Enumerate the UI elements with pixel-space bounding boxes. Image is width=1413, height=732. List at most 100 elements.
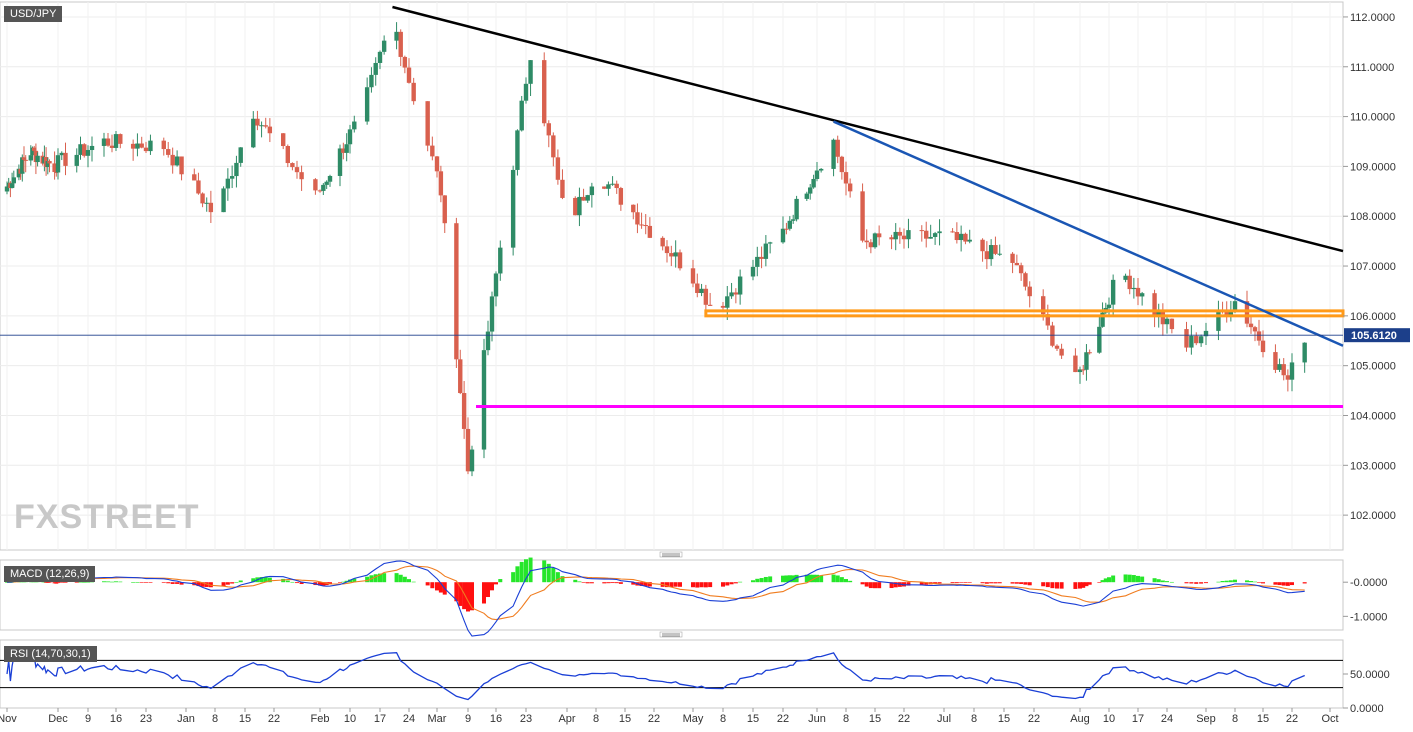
- time-tick-label: 22: [1028, 713, 1040, 725]
- price-tick-label: 110.0000: [1350, 112, 1395, 124]
- macd-bar: [602, 582, 607, 584]
- candle-body: [200, 193, 205, 204]
- price-pane[interactable]: FXSTREET 112.0000 111.0000 110.0000 109.000…: [0, 1, 1410, 551]
- candle-body: [234, 162, 239, 177]
- time-tick-label: 8: [843, 713, 849, 725]
- candle-body: [669, 253, 674, 257]
- time-tick-label: 8: [720, 713, 726, 725]
- candle-body: [1281, 364, 1286, 376]
- candle-body: [485, 331, 491, 351]
- candle-body: [573, 197, 578, 216]
- macd-bar: [466, 582, 470, 612]
- macd-bar: [295, 582, 299, 584]
- macd-bar: [808, 574, 813, 583]
- macd-bar: [338, 582, 342, 583]
- macd-bar: [1140, 576, 1145, 583]
- candle-body: [498, 247, 503, 274]
- candle-body: [1273, 352, 1278, 370]
- time-tick-label: Dec: [48, 713, 68, 725]
- macd-bar: [984, 582, 989, 584]
- macd-bar: [1224, 580, 1229, 583]
- candle-body: [1244, 301, 1250, 324]
- macd-bar: [267, 577, 272, 583]
- time-tick-label: 22: [1286, 713, 1298, 725]
- candle-body: [1289, 362, 1295, 380]
- macd-pane[interactable]: -0.0000 -1.0000: [0, 557, 1387, 637]
- macd-bar: [170, 582, 175, 584]
- macd-bar: [511, 572, 516, 583]
- candle-body: [337, 148, 343, 176]
- candle-body: [602, 186, 607, 189]
- candle-body: [997, 253, 1002, 255]
- candle-body: [290, 163, 295, 168]
- candles: [4, 22, 1307, 477]
- candle-body: [341, 148, 346, 153]
- time-tick-label: 9: [465, 713, 471, 725]
- pane-resize-handle[interactable]: [659, 551, 683, 558]
- macd-bar: [1253, 581, 1257, 583]
- macd-bar: [673, 582, 678, 587]
- macd-bar: [924, 582, 929, 585]
- candle-body: [631, 204, 636, 213]
- macd-bar: [1027, 582, 1032, 586]
- pane-resize-handle[interactable]: [659, 631, 683, 638]
- candle-body: [787, 220, 792, 229]
- macd-bar: [542, 560, 547, 583]
- candle-body: [988, 245, 994, 260]
- candle-body: [585, 195, 590, 201]
- candle-body: [263, 125, 268, 127]
- candle-body: [581, 196, 586, 201]
- candle-body: [733, 292, 739, 295]
- macd-bar: [1087, 582, 1092, 585]
- candle-body: [1010, 253, 1015, 263]
- macd-bar: [1273, 582, 1278, 585]
- macd-bar: [290, 581, 295, 583]
- macd-bar: [86, 581, 90, 583]
- macd-bar: [708, 582, 713, 588]
- candle-body: [352, 121, 357, 130]
- macd-bar: [1261, 582, 1265, 584]
- time-tick-label: 22: [898, 713, 910, 725]
- candle-body: [1302, 342, 1307, 363]
- macd-bar: [1019, 582, 1024, 585]
- macd-bar: [458, 582, 463, 606]
- macd-bar: [135, 582, 140, 583]
- candle-body: [28, 155, 33, 161]
- candle-body: [255, 118, 260, 126]
- macd-bar: [868, 582, 873, 589]
- candle-body: [1216, 310, 1221, 331]
- macd-bar: [1131, 575, 1136, 583]
- candle-body: [113, 134, 119, 148]
- price-tick-label: 103.0000: [1350, 460, 1396, 472]
- candle-body: [78, 144, 83, 155]
- macd-bar: [166, 582, 171, 584]
- macd-bar: [430, 582, 435, 589]
- candle-body: [759, 256, 764, 259]
- macd-bar: [285, 580, 290, 583]
- time-tick-label: May: [683, 713, 704, 725]
- macd-bar: [1228, 580, 1233, 583]
- macd-bar: [860, 582, 865, 585]
- macd-bar: [848, 580, 853, 583]
- macd-bar: [1100, 580, 1105, 583]
- macd-bar: [1050, 582, 1055, 589]
- candle-body: [546, 123, 551, 136]
- macd-bar: [470, 582, 474, 611]
- candle-body: [398, 31, 403, 57]
- candle-body: [1184, 329, 1189, 348]
- time-tick-label: 8: [593, 713, 599, 725]
- rsi-pane[interactable]: 50.0000 0.0000: [0, 639, 1390, 715]
- candle-body: [281, 133, 286, 147]
- price-tick-label: 102.0000: [1350, 510, 1396, 522]
- time-tick-label: Aug: [1070, 713, 1090, 725]
- candle-body: [9, 183, 15, 189]
- time-tick-label: 10: [1103, 713, 1115, 725]
- candle-body: [23, 159, 28, 161]
- price-tick-label: 106.0000: [1350, 311, 1396, 323]
- candle-body: [643, 225, 648, 227]
- last-price-tag: [1344, 328, 1410, 343]
- candle-body: [85, 150, 91, 156]
- candle-body: [1194, 335, 1199, 344]
- candle-body: [720, 305, 726, 308]
